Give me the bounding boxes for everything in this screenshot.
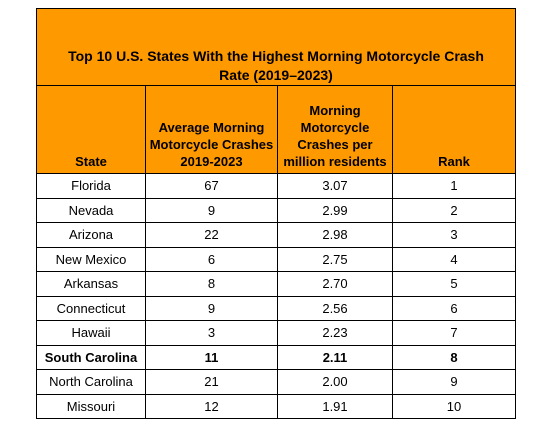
table-cell: 2.98 [277,222,393,248]
table-cell: 6 [392,295,516,321]
table-cell: New Mexico [36,246,146,272]
column-header: Average Morning Motorcycle Crashes 2019-… [145,85,278,174]
table-title: Top 10 U.S. States With the Highest Morn… [36,8,516,86]
table-cell: 2.75 [277,246,393,272]
table-cell: 2.23 [277,320,393,346]
table-row: Arizona 22 2.98 3 [36,222,516,248]
table-cell: Hawaii [36,320,146,346]
table-cell: 3 [392,222,516,248]
table-cell: 3 [145,320,278,346]
table-cell: 2.11 [277,344,393,370]
table-cell: North Carolina [36,369,146,395]
table-cell: 2 [392,197,516,223]
table-cell: 11 [145,344,278,370]
table-cell: 9 [392,369,516,395]
table-row: New Mexico 6 2.75 4 [36,246,516,272]
table-row: Arkansas 8 2.70 5 [36,271,516,297]
table-row: South Carolina 11 2.11 8 [36,344,516,370]
table-cell: Missouri [36,393,146,419]
table-cell: 2.70 [277,271,393,297]
table-cell: 1.91 [277,393,393,419]
column-header: Morning Motorcycle Crashes per million r… [277,85,393,174]
table-body: Florida 67 3.07 1 Nevada 9 2.99 2 Arizona 22 2.98 3… [36,173,516,419]
table-cell: 9 [145,197,278,223]
table-row: North Carolina 21 2.00 9 [36,369,516,395]
table-cell: South Carolina [36,344,146,370]
table-cell: 9 [145,295,278,321]
table-cell: 4 [392,246,516,272]
table-cell: 12 [145,393,278,419]
column-header: Rank [392,85,516,174]
table-cell: 22 [145,222,278,248]
table-row: Nevada 9 2.99 2 [36,197,516,223]
table-row: Hawaii 3 2.23 7 [36,320,516,346]
column-header: State [36,85,146,174]
table-cell: 3.07 [277,173,393,199]
table-cell: 8 [145,271,278,297]
table-cell: 10 [392,393,516,419]
table-row: Florida 67 3.07 1 [36,173,516,199]
header-row: State Average Morning Motorcycle Crashes … [36,85,516,174]
table-cell: 21 [145,369,278,395]
table-cell: Nevada [36,197,146,223]
table-cell: 5 [392,271,516,297]
table-cell: 6 [145,246,278,272]
table-cell: Florida [36,173,146,199]
table-cell: 1 [392,173,516,199]
table-cell: 67 [145,173,278,199]
table-cell: Connecticut [36,295,146,321]
table-cell: 2.56 [277,295,393,321]
table-head: Top 10 U.S. States With the Highest Morn… [36,8,516,174]
table-cell: Arizona [36,222,146,248]
table-cell: Arkansas [36,271,146,297]
table-cell: 2.99 [277,197,393,223]
table-row: Missouri 12 1.91 10 [36,393,516,419]
table-row: Connecticut 9 2.56 6 [36,295,516,321]
table-cell: 7 [392,320,516,346]
data-table: Top 10 U.S. States With the Highest Morn… [36,8,516,419]
table-cell: 2.00 [277,369,393,395]
title-row: Top 10 U.S. States With the Highest Morn… [36,8,516,86]
table-cell: 8 [392,344,516,370]
